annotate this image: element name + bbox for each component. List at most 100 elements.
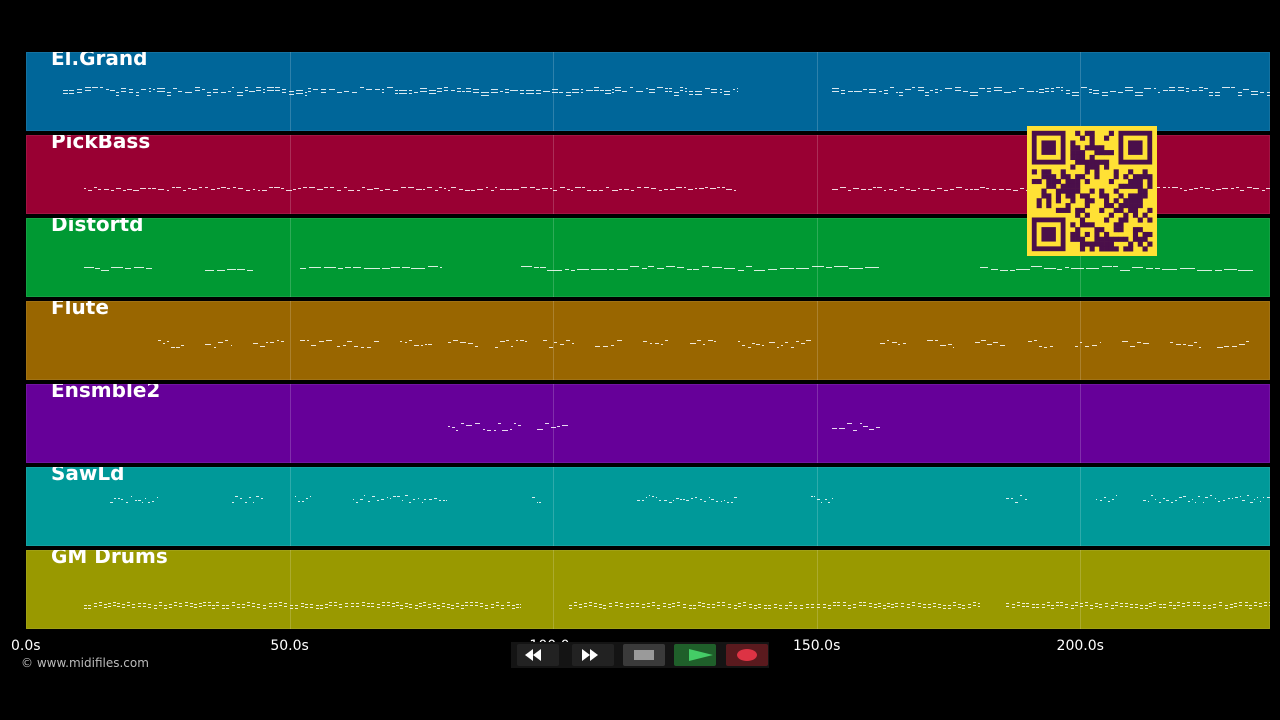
note <box>360 347 365 348</box>
note <box>268 606 272 607</box>
note <box>1101 92 1109 93</box>
note <box>680 87 683 88</box>
track-el-grand[interactable]: El.Grand <box>26 52 1270 131</box>
note <box>677 605 681 606</box>
note <box>352 499 355 500</box>
note <box>922 189 929 190</box>
note <box>737 270 744 271</box>
note <box>937 607 941 608</box>
note <box>882 605 886 606</box>
note <box>811 266 825 267</box>
note <box>704 501 707 502</box>
track-name: GM Drums <box>51 550 168 568</box>
note <box>487 430 492 431</box>
gridline <box>816 218 818 297</box>
note <box>339 607 343 608</box>
note <box>756 344 761 345</box>
note <box>917 87 924 88</box>
record-button[interactable] <box>726 644 768 666</box>
note <box>1198 90 1203 91</box>
track-gm-drums[interactable]: GM Drums <box>26 550 1270 629</box>
note <box>535 90 542 91</box>
note <box>174 605 177 606</box>
rewind-button[interactable] <box>517 644 559 666</box>
note <box>151 501 155 502</box>
note <box>99 605 103 606</box>
fast-forward-button[interactable] <box>572 644 614 666</box>
note <box>194 87 200 88</box>
note <box>654 343 660 344</box>
stop-button[interactable] <box>623 644 665 666</box>
note <box>427 187 432 188</box>
note <box>561 425 568 426</box>
note <box>635 603 639 604</box>
note <box>148 91 152 92</box>
note <box>1080 87 1087 88</box>
note <box>246 190 251 191</box>
note <box>1115 605 1119 606</box>
note <box>571 190 574 191</box>
note <box>320 608 324 609</box>
note <box>1090 608 1093 609</box>
note <box>701 266 710 267</box>
note <box>1119 270 1130 271</box>
note <box>158 189 164 190</box>
note <box>1197 605 1201 606</box>
note <box>376 500 380 501</box>
note-lane <box>26 467 1270 546</box>
note <box>899 95 903 96</box>
note <box>827 502 831 503</box>
note <box>333 605 337 606</box>
note <box>962 605 966 606</box>
note <box>284 603 288 604</box>
note <box>143 606 147 607</box>
note <box>1266 188 1270 189</box>
note <box>1198 87 1203 88</box>
time-tick-label: 200.0s <box>1056 638 1104 654</box>
gridline <box>1080 218 1082 297</box>
track-flute[interactable]: Flute <box>26 301 1270 380</box>
play-button[interactable] <box>674 644 716 666</box>
note <box>550 427 556 428</box>
note <box>636 187 642 188</box>
note <box>384 189 391 190</box>
note <box>428 344 432 345</box>
note <box>137 500 141 501</box>
note <box>986 344 993 345</box>
note <box>842 605 846 606</box>
note <box>834 266 848 267</box>
note <box>669 189 675 190</box>
note <box>1118 92 1123 93</box>
note <box>688 608 692 609</box>
note <box>930 190 936 191</box>
note <box>324 607 328 608</box>
note <box>925 95 929 96</box>
track-sawld[interactable]: SawLd <box>26 467 1270 546</box>
note <box>688 605 692 606</box>
note <box>793 608 797 609</box>
note <box>1187 605 1191 606</box>
note <box>434 190 438 191</box>
note <box>1003 92 1011 93</box>
note <box>393 496 396 497</box>
note <box>238 188 244 189</box>
note <box>1119 603 1123 604</box>
note <box>1074 346 1078 347</box>
note <box>954 87 961 88</box>
note <box>1050 88 1054 89</box>
note <box>727 607 731 608</box>
note <box>212 92 219 93</box>
note <box>1031 266 1042 267</box>
note <box>1091 345 1098 346</box>
note <box>1094 606 1098 607</box>
note <box>182 190 186 191</box>
note <box>157 340 161 341</box>
note <box>500 341 505 342</box>
note <box>1230 188 1235 189</box>
track-ensmble2[interactable]: Ensmble2 <box>26 384 1270 463</box>
note <box>781 345 784 346</box>
note <box>1260 92 1264 93</box>
note <box>511 608 515 609</box>
note <box>345 606 349 607</box>
note <box>688 189 693 190</box>
